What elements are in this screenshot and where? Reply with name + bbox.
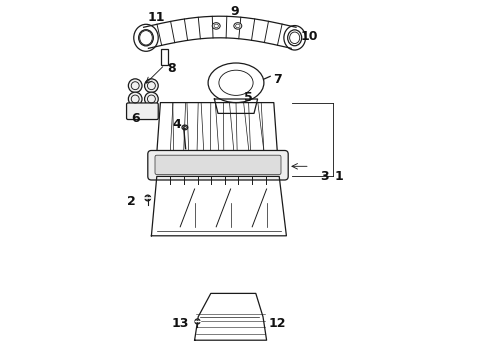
Ellipse shape	[145, 92, 158, 106]
Ellipse shape	[128, 92, 142, 106]
Text: 4: 4	[172, 118, 181, 131]
Text: 12: 12	[269, 317, 286, 330]
Ellipse shape	[195, 319, 200, 324]
Text: 13: 13	[172, 317, 189, 330]
FancyBboxPatch shape	[155, 155, 281, 175]
Text: 9: 9	[230, 5, 239, 18]
Text: 3: 3	[320, 170, 328, 183]
Text: 2: 2	[127, 195, 136, 208]
Ellipse shape	[290, 32, 300, 44]
Ellipse shape	[145, 79, 158, 93]
Text: 11: 11	[148, 11, 166, 24]
Text: 6: 6	[131, 112, 140, 125]
Ellipse shape	[145, 195, 151, 201]
Text: 1: 1	[334, 170, 343, 183]
FancyBboxPatch shape	[126, 103, 158, 120]
Ellipse shape	[212, 23, 220, 29]
Text: 8: 8	[167, 62, 175, 75]
Ellipse shape	[128, 79, 142, 93]
Text: 10: 10	[301, 30, 318, 42]
Bar	[162, 49, 168, 65]
Text: 7: 7	[273, 73, 282, 86]
Text: 5: 5	[244, 91, 253, 104]
Ellipse shape	[234, 23, 242, 29]
Ellipse shape	[140, 31, 152, 45]
FancyBboxPatch shape	[148, 150, 288, 180]
